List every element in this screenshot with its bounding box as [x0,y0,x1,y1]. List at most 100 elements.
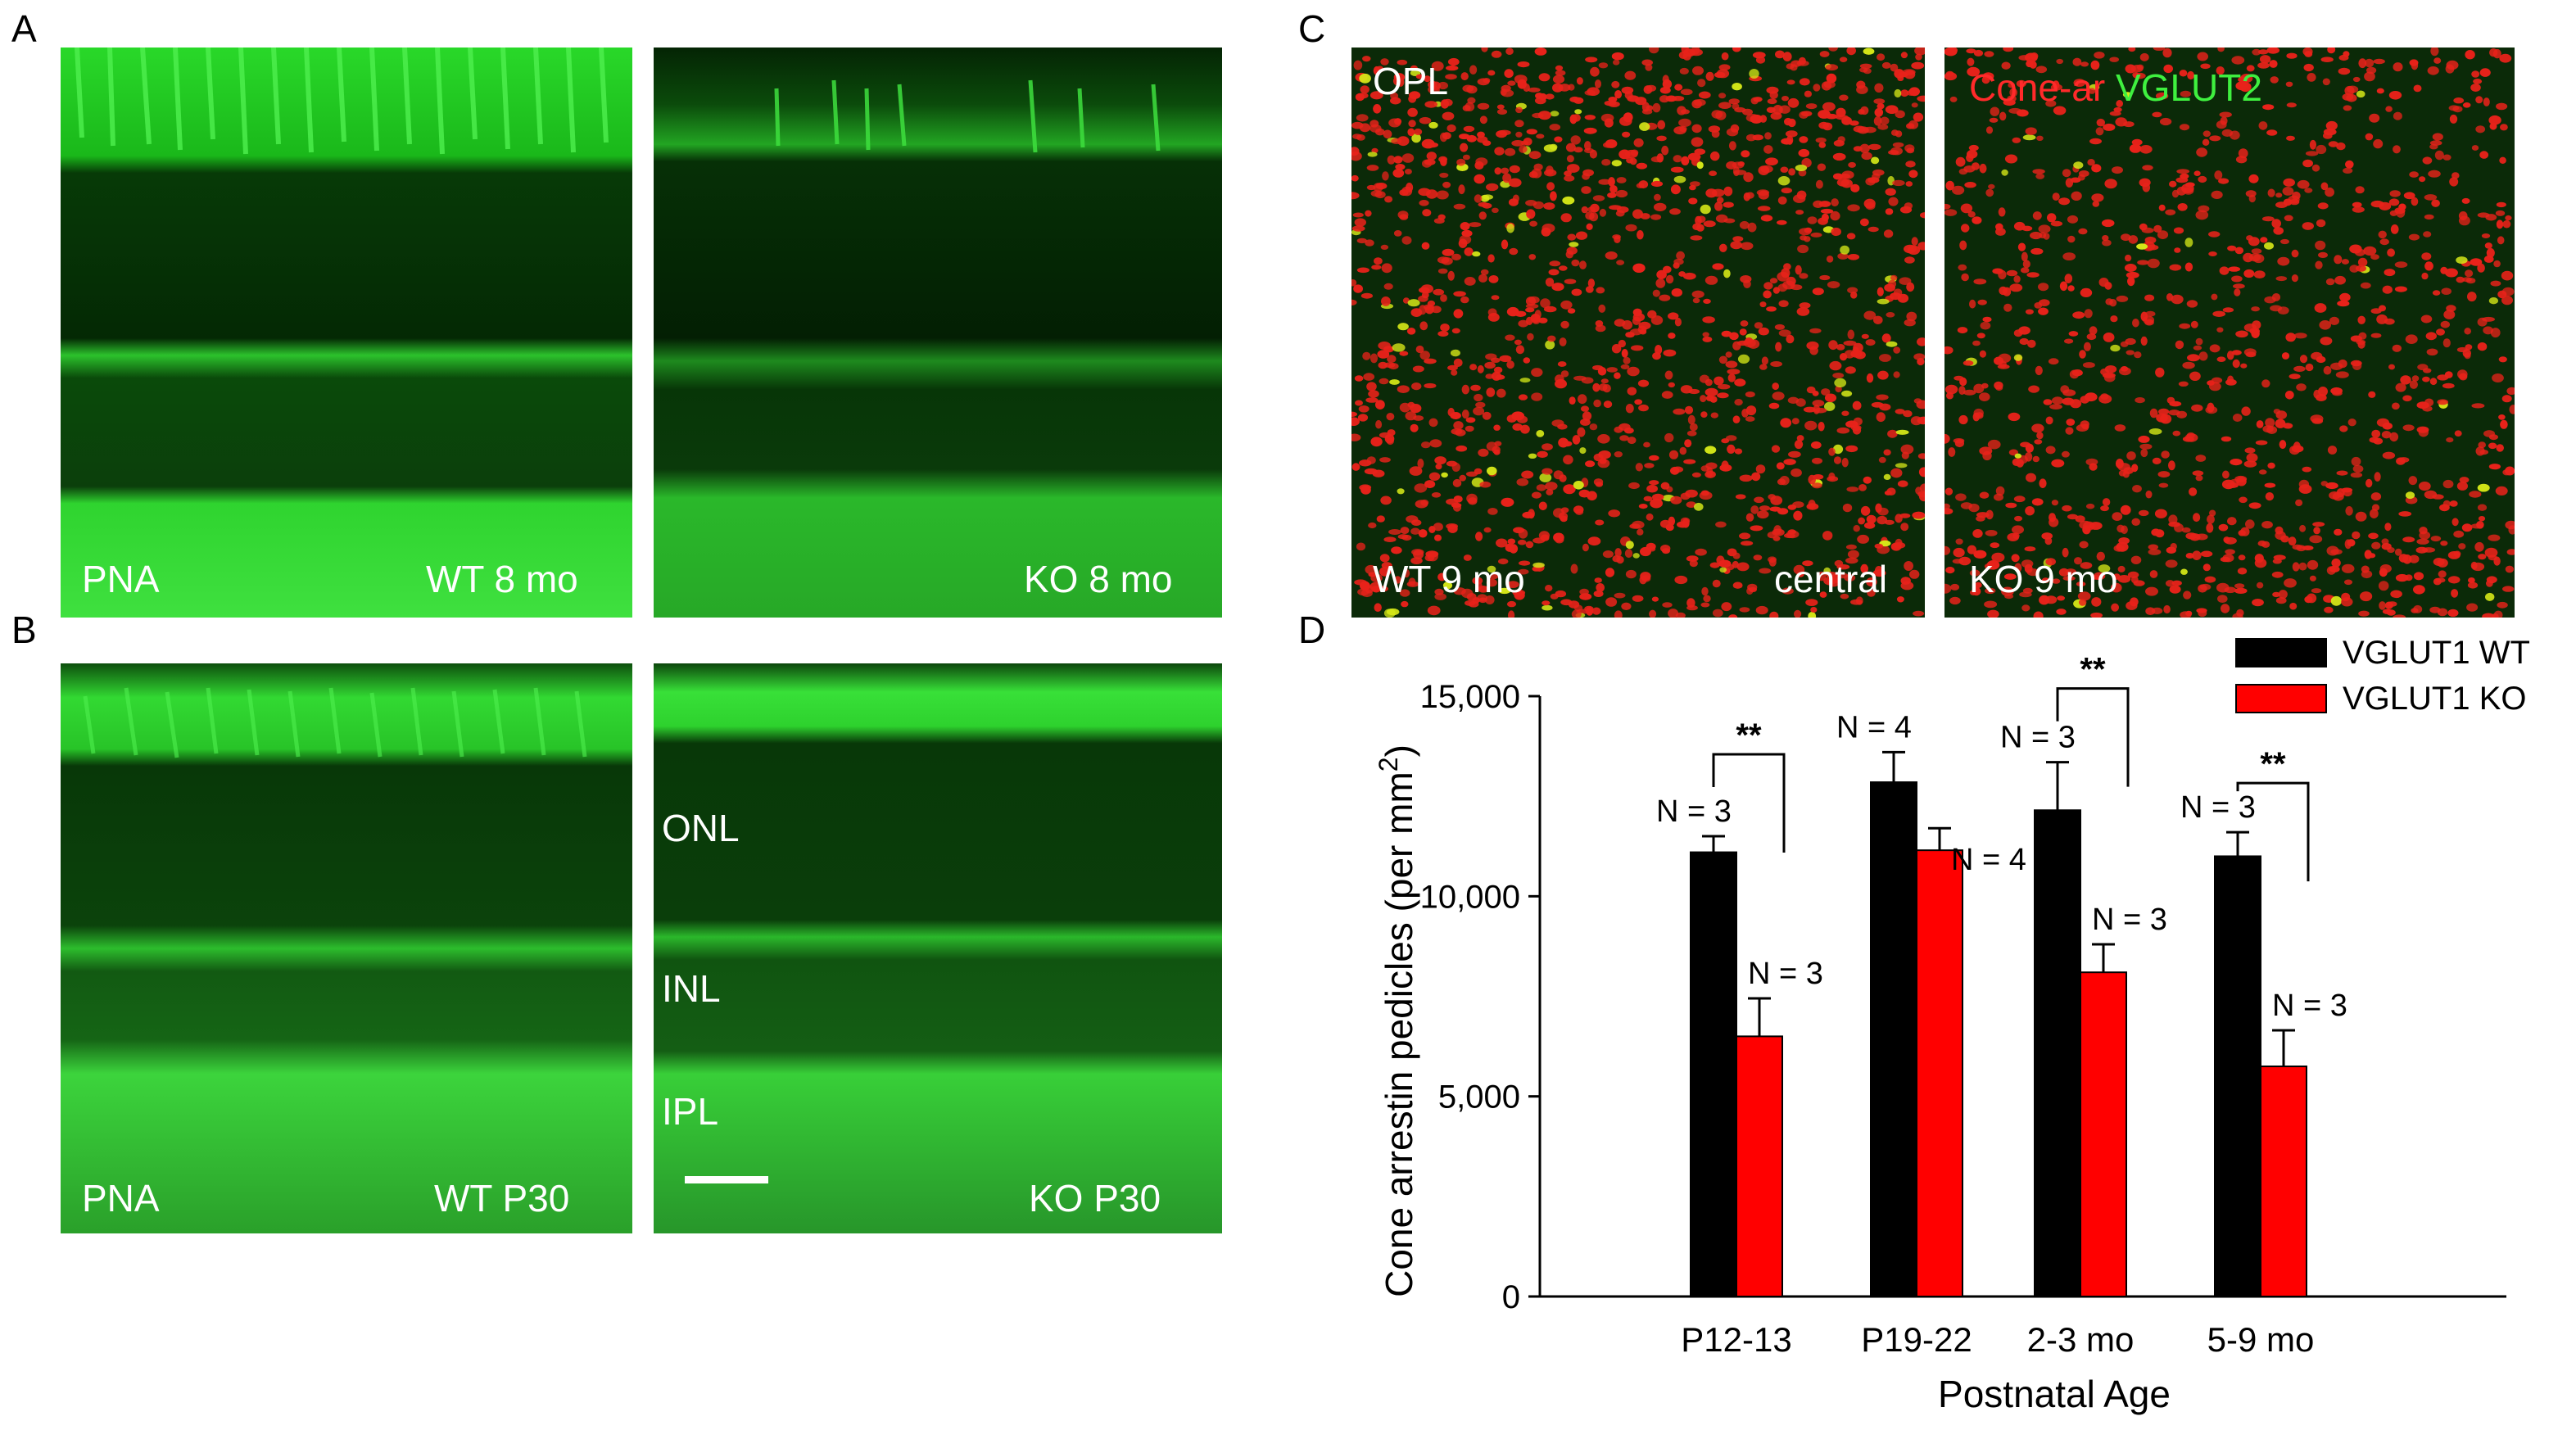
cell-red [2117,463,2130,472]
cell-red [1852,346,1859,357]
cell-red [1917,95,1925,102]
cell-red [1527,333,1534,341]
cell-yellow [1883,473,1891,481]
cell-red [2208,231,2221,238]
cell-red [2080,562,2093,569]
cell-red [2370,308,2382,314]
cell-red [1594,577,1602,583]
cell-red [1370,573,1383,582]
x-axis-label: Postnatal Age [1938,1373,2171,1415]
cell-red [1358,405,1369,413]
cell-red [2272,591,2280,598]
cell-red [1967,66,1981,77]
cell-red [1397,136,1410,147]
cell-red [1427,605,1441,616]
cell-red [2117,565,2126,572]
cell-red [1664,432,1674,443]
cell-red [2129,143,2142,153]
cell-red [2373,138,2384,149]
cell-red [2505,520,2515,530]
cell-red [1705,387,1718,396]
cell-red [1783,263,1791,270]
cell-red [2358,610,2370,617]
cell-red [1914,48,1925,56]
cell-red [1453,203,1466,210]
cell-red [1944,433,1950,444]
cell-red [2020,267,2030,274]
cell-red [1566,155,1574,163]
cell-red [2145,490,2153,499]
cell-red [2165,559,2178,568]
cell-red [1442,248,1455,256]
cell-red [1481,48,1488,52]
cell-red [1425,189,1438,199]
cell-red [1968,503,1980,513]
cell-red [1877,287,1884,296]
cell-red [2305,151,2319,156]
cell-red [2368,532,2379,540]
cell-red [1447,57,1460,66]
cell-red [1470,384,1481,391]
cell-red [2163,64,2173,74]
cell-red [2456,276,2465,283]
cell-red [1593,478,1604,486]
cell-red [1618,339,1626,348]
cell-red [2134,351,2142,359]
cell-red [1477,594,1487,602]
cell-red [1982,316,1992,323]
cell-red [2039,595,2050,605]
cell-red [2200,550,2213,558]
bar-ko [1736,1035,1783,1297]
cell-red [2219,266,2230,275]
cell-red [1827,281,1840,289]
cell-red [2096,551,2105,561]
cell-red [1745,133,1757,142]
cell-red [1798,57,1806,66]
cell-red [2261,216,2275,222]
cell-red [2402,395,2412,402]
cell-red [1439,172,1449,179]
cell-red [1542,600,1551,606]
cell-red [2486,247,2495,258]
cell-red [2379,601,2386,610]
cell-red [1754,322,1763,329]
cell-red [1397,59,1408,66]
cell-red [1466,85,1478,94]
n-label: N = 3 [2092,903,2167,937]
n-label: N = 3 [2272,989,2347,1023]
cell-red [1465,600,1476,606]
cell-red [1700,411,1708,418]
cell-red [2370,333,2382,338]
cell-red [1431,492,1442,498]
cell-red [2031,423,2044,433]
cell-red [1663,349,1677,357]
cell-red [1597,434,1610,444]
cell-red [1614,90,1623,99]
cell-red [2371,504,2380,511]
cell-red [1822,122,1833,131]
cell-red [1381,562,1392,569]
cell-red [1728,614,1738,618]
cell-red [2393,614,2406,618]
cell-red [1625,569,1637,579]
cell-red [1506,414,1517,423]
cell-red [1529,220,1537,227]
cell-red [1589,149,1597,159]
cell-red [1465,471,1478,477]
cell-red [2189,371,2201,381]
cell-red [2471,70,2480,78]
cell-red [1732,552,1741,559]
cell-red [2005,502,2017,509]
cell-red [2221,436,2232,442]
cell-red [2283,178,2295,187]
cell-red [2432,290,2441,296]
cell-red [2185,553,2194,559]
cell-red [2327,446,2338,455]
cell-red [1568,84,1575,91]
cell-red [2302,466,2312,473]
cell-red [1555,65,1564,71]
cell-yellow [1550,111,1560,117]
cell-red [2059,281,2068,292]
cell-red [1833,139,1845,147]
cell-red [1972,216,1982,224]
